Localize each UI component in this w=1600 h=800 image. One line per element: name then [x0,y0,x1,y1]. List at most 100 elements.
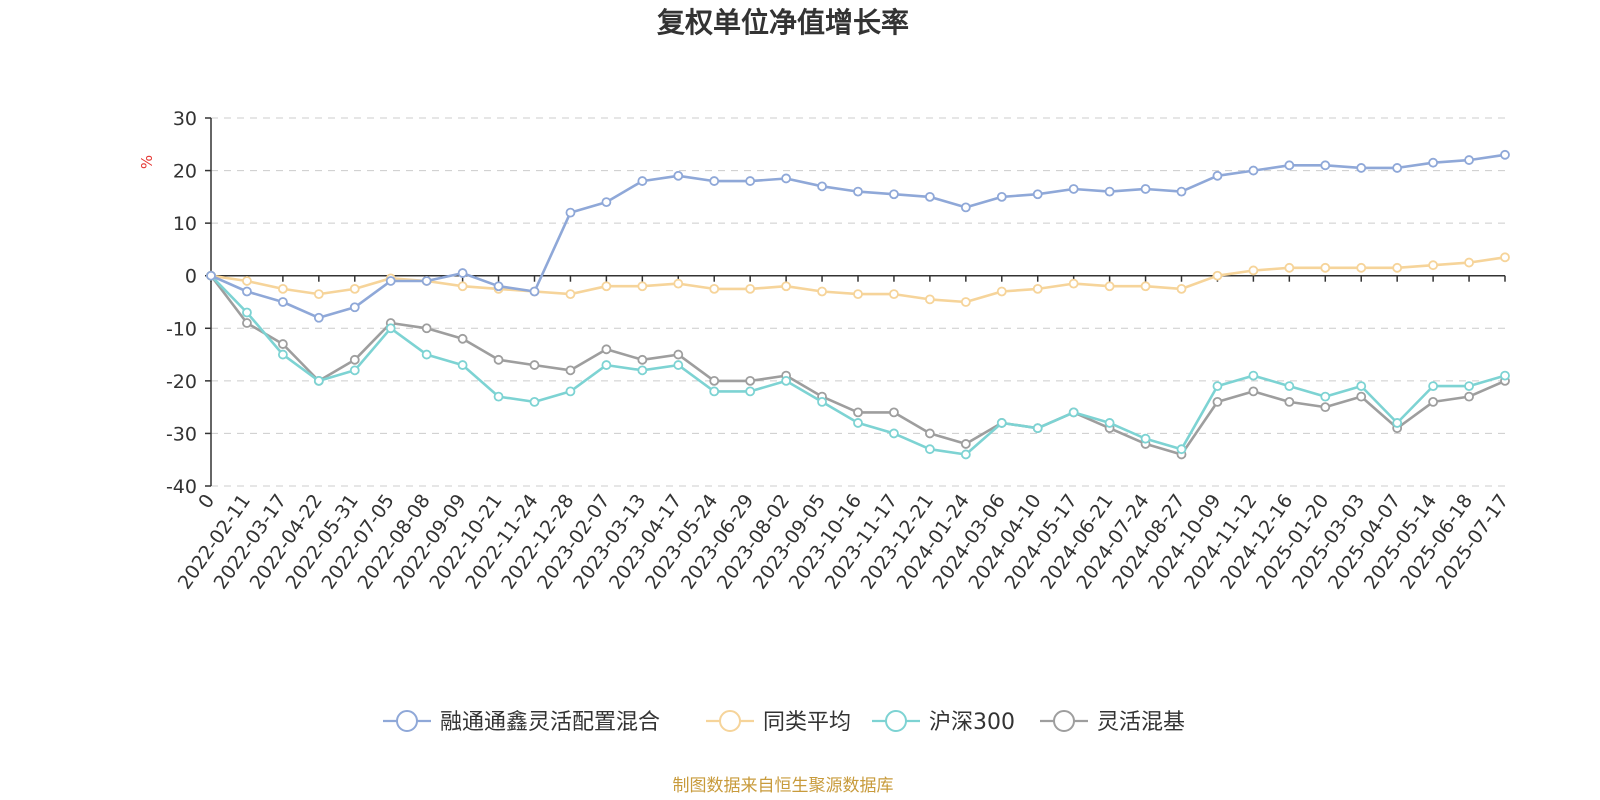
data-point [1032,189,1043,200]
data-point [565,289,576,300]
data-point [960,439,971,449]
data-point [1500,252,1510,263]
data-point [1356,262,1367,273]
data-point [1320,160,1331,171]
x-tick-labels: 02022-02-112022-03-172022-04-222022-05-3… [174,490,1513,593]
legend-item-2[interactable]: 沪深300 [872,710,1015,735]
data-point [206,270,216,281]
data-point [889,428,899,439]
data-point [996,418,1007,428]
data-point [1068,184,1079,194]
data-point [349,365,360,376]
data-point [457,360,468,370]
data-point [709,386,720,397]
data-point [529,286,540,297]
data-point [1248,370,1259,381]
data-point [637,354,648,365]
data-point [1176,283,1187,294]
legend-item-3[interactable]: 灵活混基 [1040,710,1185,735]
data-point [853,289,863,300]
series-2 [206,270,1510,460]
data-point [673,360,684,370]
data-point [242,276,252,286]
data-point [385,276,396,286]
data-point [277,349,288,360]
source-note: 制图数据来自恒生聚源数据库 [673,776,894,796]
data-point [565,365,576,376]
data-point [277,339,288,349]
data-point [673,349,684,360]
data-point [817,181,827,192]
legend-item-1[interactable]: 同类平均 [706,710,851,735]
data-point [421,276,432,286]
data-point [817,286,827,297]
legend-label: 沪深300 [929,710,1015,735]
data-point [1212,170,1223,181]
data-point [1140,281,1151,292]
data-point [709,283,720,294]
data-point [1392,262,1403,273]
legend-marker [396,710,418,732]
data-point [960,449,971,460]
axes [205,117,1506,487]
data-point [745,283,756,294]
data-point [1464,155,1474,165]
legend-marker [1053,710,1075,732]
data-point [853,407,863,418]
data-point [1104,186,1115,197]
data-point [421,349,432,360]
data-point [1212,270,1223,281]
data-point [313,289,324,300]
data-point [1284,160,1295,171]
legend[interactable]: 融通通鑫灵活配置混合 同类平均 沪深300 灵活混基 [383,710,1185,735]
data-point [421,323,432,334]
data-point [1212,381,1223,392]
data-point [277,283,288,294]
data-point [1140,433,1151,444]
y-tick-label: -10 [166,318,197,340]
data-point [1356,381,1367,392]
data-point [1500,149,1510,160]
y-tick-labels: 30 20 10 0 -10 -20 -30 -40 [166,108,197,498]
data-point [1428,260,1439,271]
data-point [1032,423,1043,434]
data-point [457,281,468,292]
data-point [1068,407,1079,418]
legend-label: 融通通鑫灵活配置混合 [440,710,660,735]
data-point [745,176,756,186]
data-point [1248,265,1259,276]
data-point [853,186,863,197]
data-point [1356,163,1367,173]
gridlines [211,117,1505,487]
data-point [1032,283,1043,294]
data-point [1176,186,1187,197]
data-point [601,281,612,292]
legend-marker [719,710,741,732]
data-point [493,391,504,402]
y-tick-label: 30 [173,108,197,130]
data-point [529,360,540,370]
data-point [1284,262,1295,273]
data-point [1068,278,1079,289]
data-point [996,286,1007,297]
data-point [924,191,935,202]
data-point [673,278,684,289]
y-tick-label: 20 [173,161,197,183]
data-point [313,312,324,323]
data-point [1284,396,1295,407]
data-point [601,360,612,370]
data-point [1248,386,1259,397]
data-point [996,191,1007,202]
data-point [637,281,648,292]
data-point [1464,381,1474,392]
data-point [817,396,827,407]
data-point [277,297,288,307]
data-point [637,176,648,186]
data-point [349,354,360,365]
data-point [1104,281,1115,292]
data-point [1356,391,1367,402]
legend-item-0[interactable]: 融通通鑫灵活配置混合 [383,710,660,735]
y-tick-label: 10 [173,213,197,235]
data-point [349,283,360,294]
